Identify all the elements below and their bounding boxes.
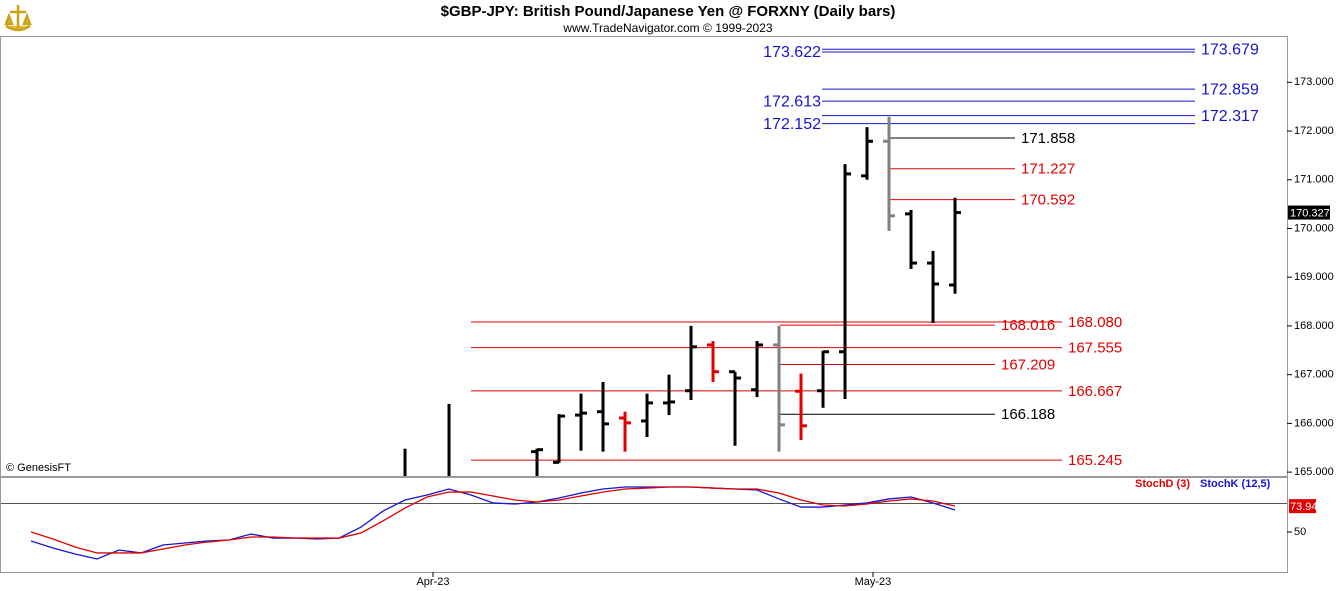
level-label: 167.555 [1068,340,1122,357]
y-tick-label: 171.000 [1294,174,1334,186]
y-tick-label: 165.000 [1294,466,1334,478]
level-label: 173.679 [1201,41,1259,58]
main-panel-border [0,36,1288,477]
last-price-box [1288,205,1330,220]
watermark: © GenesisFT [6,462,71,474]
y-tick-label: 172.000 [1294,125,1334,137]
y-tick-label: 166.000 [1294,417,1334,429]
level-label: 171.858 [1021,130,1075,147]
y-tick-label: 168.000 [1294,320,1334,332]
axes: 165.000 166.000 167.000 168.000 169.000 170.0… [416,41,1333,587]
last-price-label: 170.327 [1290,207,1330,219]
stoch-line [30,486,956,560]
level-label: 166.667 [1068,383,1122,400]
level-label: 171.227 [1021,161,1075,178]
level-label: 172.859 [1201,81,1259,98]
y-tick-label: 169.000 [1294,271,1334,283]
level-label: 168.080 [1068,314,1122,331]
stoch-line [30,486,956,554]
level-label: 172.613 [763,93,821,110]
x-tick-label: Apr-23 [416,576,449,588]
stoch-panel-border [0,477,1288,573]
value-box [1289,499,1316,514]
y-tick-label: 170.000 [1294,222,1334,234]
y-tick-label: 50 [1294,526,1306,538]
legend-entry: StochD (3) [1135,478,1190,490]
x-tick-label: May-23 [855,576,892,588]
level-label: 165.245 [1068,452,1122,469]
value-label: 73.94 [1290,501,1318,513]
level-label: 166.188 [1001,406,1055,423]
stoch-plot [30,486,956,560]
level-label: 172.152 [763,116,821,133]
chart-subtitle: www.TradeNavigator.com © 1999-2023 [562,21,772,35]
level-label: 173.622 [763,44,821,61]
chart-title: $GBP-JPY: British Pound/Japanese Yen @ F… [441,3,896,20]
logo [4,3,32,33]
level-label: 170.592 [1021,192,1075,209]
level-label: 167.209 [1001,356,1055,373]
legend-entry: StochK (12,5) [1200,478,1271,490]
price-plot [403,48,1195,476]
level-label: 168.016 [1001,317,1055,334]
y-tick-label: 167.000 [1294,369,1334,381]
y-tick-label: 173.000 [1294,76,1334,88]
level-label: 172.317 [1201,108,1259,125]
